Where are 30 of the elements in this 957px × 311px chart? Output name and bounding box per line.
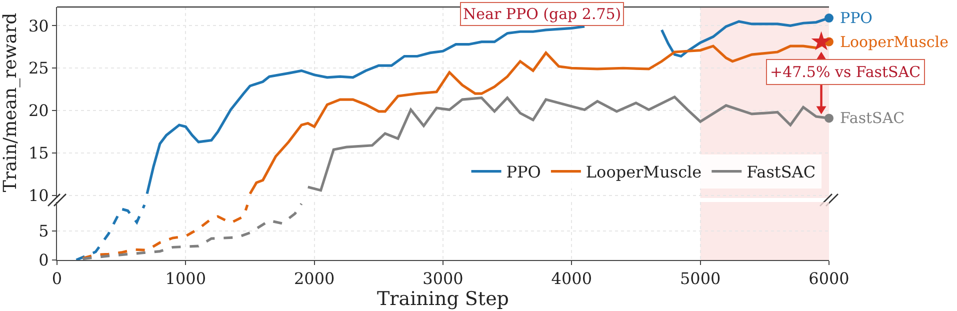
line-series (81, 202, 303, 260)
point (824, 14, 834, 23)
y-tick-label: 0 (38, 250, 49, 270)
y-axis-title: Train/mean_reward (0, 12, 21, 192)
annotation: +47.5% vs FastSAC (770, 63, 921, 81)
line-series (75, 204, 146, 260)
legend-label: FastSAC (746, 162, 816, 182)
y-tick-label: 20 (28, 101, 49, 120)
point (824, 114, 834, 123)
legend-label: LooperMuscle (586, 162, 702, 182)
x-tick-label: 2000 (294, 269, 335, 288)
text: LooperMuscle (840, 33, 948, 51)
x-tick-label: 3000 (422, 269, 464, 288)
text: FastSAC (840, 109, 905, 127)
x-tick-label: 4000 (551, 269, 592, 288)
x-tick-label: 0 (52, 269, 62, 288)
y-tick-label: 5 (38, 222, 49, 241)
annotation: Near PPO (gap 2.75) (463, 5, 622, 23)
line-series (81, 204, 249, 260)
y-tick-label: 25 (28, 58, 49, 78)
y-tick-label: 10 (28, 186, 49, 206)
y-tick-label: 30 (28, 16, 49, 36)
text: PPO (840, 9, 872, 27)
x-axis-title: Training Step (377, 288, 509, 310)
point (811, 31, 832, 50)
x-tick-label: 1000 (165, 269, 206, 288)
y-tick-label: 15 (28, 144, 49, 163)
x-tick-label: 5000 (680, 269, 721, 288)
x-tick-label: 6000 (808, 269, 850, 288)
legend-label: PPO (506, 162, 541, 182)
